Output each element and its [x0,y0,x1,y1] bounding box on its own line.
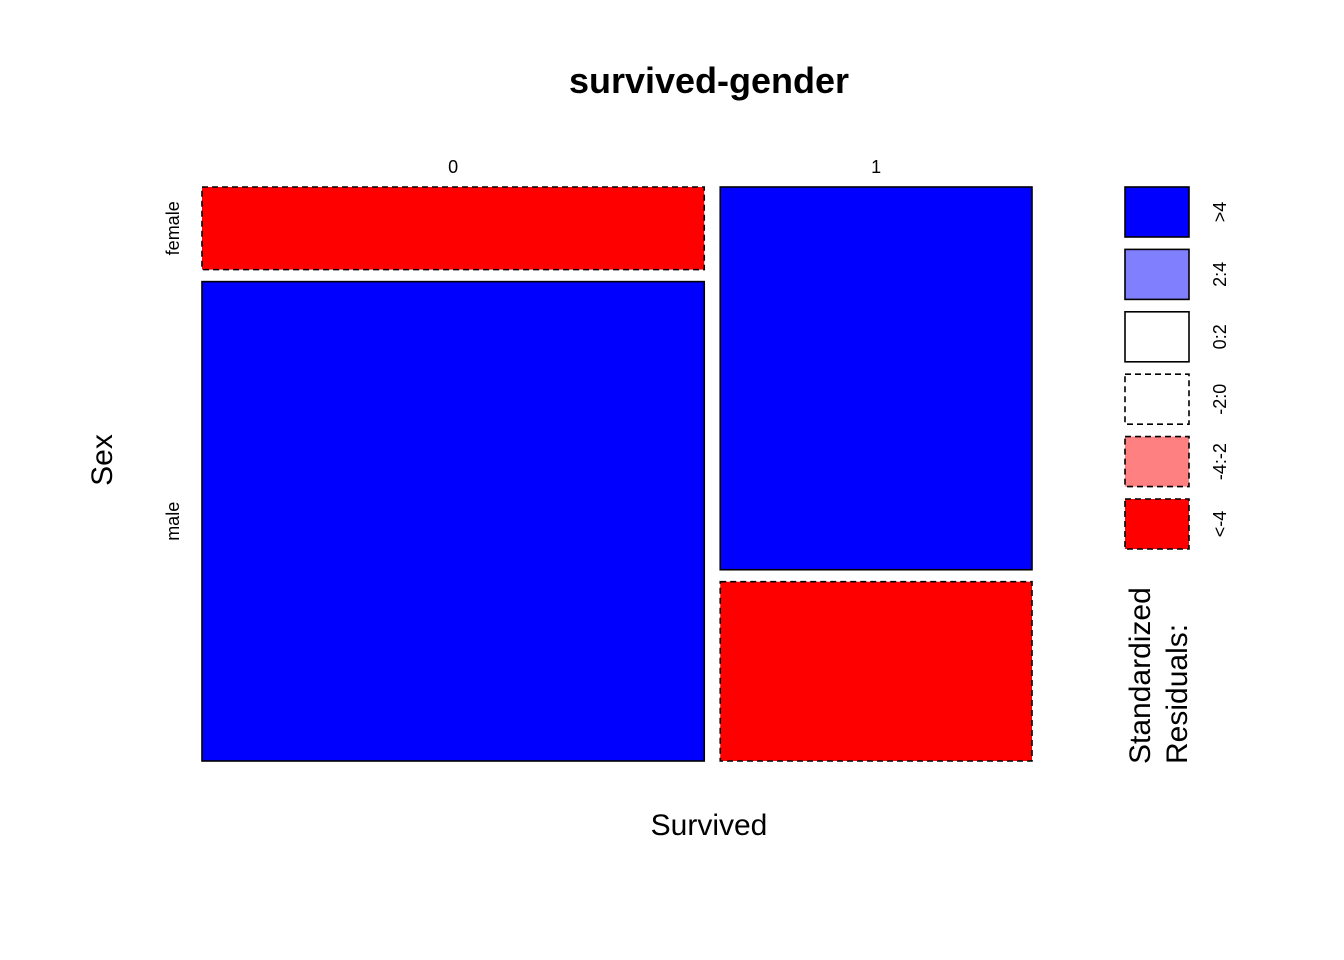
mosaic-cell-0-female [201,186,706,271]
legend-label-5: -4:-2 [1210,443,1230,480]
legend-swatch-3 [1124,310,1190,363]
legend-label-6: <-4 [1210,511,1230,538]
legend-swatch-4 [1124,373,1190,426]
y-tick-label-female: female [163,201,183,255]
legend-label-1: >4 [1210,202,1230,223]
mosaic-cell-1-female [719,186,1033,571]
legend-title-line-1: Standardized [1124,587,1157,764]
chart-title: survived-gender [569,60,849,101]
legend-title-line-2: Residuals: [1161,624,1194,764]
legend-label-3: 0:2 [1210,324,1230,349]
legend-swatch-5 [1124,435,1190,488]
x-axis-title: Survived [651,809,768,842]
x-tick-label-1: 1 [871,157,881,177]
residual-legend: >4 2:4 0:2 -2:0 -4:-2 <-4 Standardized Residual… [1124,186,1230,764]
legend-label-2: 2:4 [1210,262,1230,287]
y-tick-label-male: male [163,502,183,541]
legend-label-4: -2:0 [1210,384,1230,415]
legend-swatch-6 [1124,498,1190,550]
mosaic-cell-0-male [201,280,706,762]
mosaic-plot-area: 0 female male 1 [163,157,1033,762]
y-axis-title: Sex [86,434,119,486]
x-tick-label-0: 0 [448,157,458,177]
mosaic-cell-1-male [719,580,1033,762]
legend-swatch-1 [1124,186,1190,238]
legend-swatch-2 [1124,248,1190,301]
